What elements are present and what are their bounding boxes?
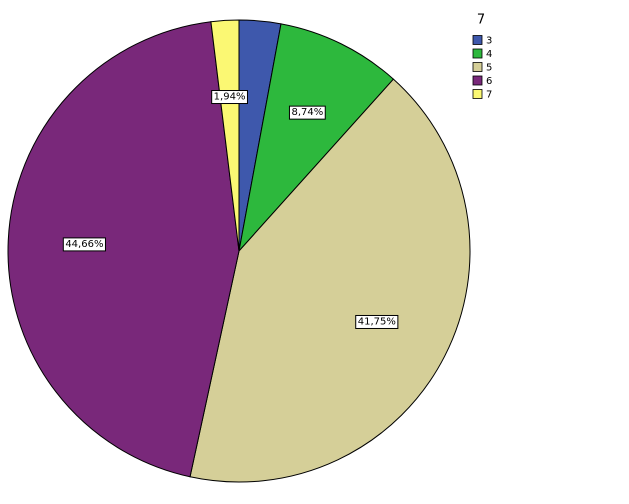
data-label: 44,66% bbox=[65, 239, 103, 250]
pie-slice bbox=[7, 21, 240, 478]
data-label: 41,75% bbox=[358, 316, 396, 327]
legend-label: 3 bbox=[486, 36, 492, 47]
data-label-box bbox=[288, 105, 326, 120]
legend-label: 6 bbox=[486, 76, 492, 87]
data-label-box bbox=[211, 90, 248, 105]
legend-label: 7 bbox=[486, 90, 492, 101]
legend-swatch bbox=[472, 75, 483, 86]
pie-slice bbox=[189, 78, 471, 483]
legend-label: 5 bbox=[486, 63, 492, 74]
pie-slice bbox=[210, 19, 240, 252]
pie-slice bbox=[238, 23, 395, 253]
legend-title: 7 bbox=[477, 13, 485, 28]
legend-swatch bbox=[472, 89, 483, 99]
legend-swatch bbox=[472, 35, 483, 45]
legend-swatch bbox=[472, 62, 483, 72]
data-label: 1,94% bbox=[214, 92, 246, 103]
legend-label: 4 bbox=[486, 49, 492, 60]
data-label-box bbox=[62, 237, 106, 252]
data-label-box bbox=[355, 314, 399, 329]
data-label: 8,74% bbox=[291, 107, 323, 118]
legend-swatch bbox=[472, 48, 483, 59]
